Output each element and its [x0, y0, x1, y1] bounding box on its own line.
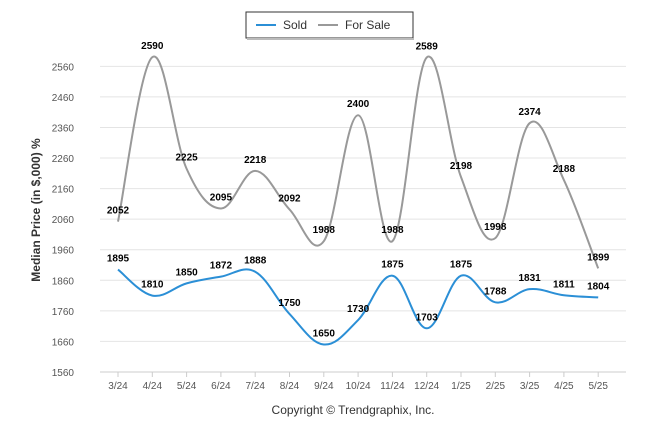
- data-label-for-sale: 1899: [587, 252, 610, 263]
- y-tick-label: 1960: [52, 246, 75, 257]
- legend-label-sold[interactable]: Sold: [283, 18, 307, 32]
- data-label-sold: 1872: [210, 261, 233, 272]
- data-label-for-sale: 2052: [107, 206, 130, 217]
- data-label-sold: 1875: [450, 260, 473, 271]
- x-tick-label: 5/25: [588, 381, 608, 392]
- x-tick-label: 7/24: [245, 381, 265, 392]
- data-label-sold: 1850: [175, 267, 198, 278]
- y-tick-label: 2460: [52, 93, 75, 104]
- data-label-for-sale: 2198: [450, 161, 473, 172]
- data-label-sold: 1750: [278, 298, 301, 309]
- x-tick-label: 11/24: [380, 381, 405, 392]
- series-line-sold: [117, 268, 599, 346]
- y-axis-title: Median Price (in $,000) %: [29, 138, 43, 282]
- data-label-for-sale: 2092: [278, 193, 301, 204]
- data-label-for-sale: 2400: [347, 99, 370, 110]
- data-label-for-sale: 1988: [381, 225, 404, 236]
- x-tick-label: 4/25: [554, 381, 574, 392]
- x-tick-label: 9/24: [314, 381, 334, 392]
- y-tick-label: 1660: [52, 337, 75, 348]
- x-tick-label: 2/25: [486, 381, 506, 392]
- data-label-for-sale: 2225: [175, 153, 198, 164]
- y-tick-label: 2260: [52, 154, 75, 165]
- data-labels: 2052 2590 2225 2095 2218 2092 1988 2400 1988 2589…: [107, 41, 610, 339]
- data-label-for-sale: 1998: [484, 222, 507, 233]
- data-label-for-sale: 2590: [141, 41, 164, 52]
- data-label-for-sale: 2218: [244, 155, 267, 166]
- y-tick-label: 2560: [52, 62, 75, 73]
- series-lines: [117, 55, 600, 346]
- grid-lines: [100, 65, 626, 373]
- data-label-sold: 1888: [244, 256, 267, 267]
- x-tick-label: 10/24: [346, 381, 371, 392]
- y-tick-label: 2060: [52, 215, 75, 226]
- x-tick-label: 12/24: [414, 381, 439, 392]
- x-tick-label: 5/24: [177, 381, 197, 392]
- y-axis-ticks: 1560 1660 1760 1860 1960 2060 2160 2260 2360 2460…: [52, 62, 75, 379]
- data-label-sold: 1895: [107, 254, 130, 265]
- y-tick-label: 1560: [52, 368, 75, 379]
- data-label-for-sale: 1988: [313, 225, 336, 236]
- data-label-for-sale: 2374: [518, 107, 541, 118]
- legend-label-for-sale[interactable]: For Sale: [345, 18, 391, 32]
- legend[interactable]: Sold For Sale: [245, 11, 414, 40]
- y-tick-label: 1760: [52, 307, 75, 318]
- y-tick-label: 1860: [52, 276, 75, 287]
- x-tick-label: 3/25: [520, 381, 540, 392]
- x-tick-label: 6/24: [211, 381, 231, 392]
- data-label-sold: 1804: [587, 281, 610, 292]
- data-label-for-sale: 2188: [553, 164, 576, 175]
- series-line-for-sale: [117, 55, 600, 269]
- data-label-for-sale: 2095: [210, 192, 233, 203]
- x-axis-ticks: 3/24 4/24 5/24 6/24 7/24 8/24 9/24 10/24 11/24 12…: [108, 372, 608, 392]
- data-label-sold: 1811: [553, 279, 575, 290]
- data-label-for-sale: 2589: [416, 41, 439, 52]
- y-tick-label: 2160: [52, 185, 75, 196]
- x-tick-label: 4/24: [143, 381, 163, 392]
- data-label-sold: 1810: [141, 280, 164, 291]
- data-label-sold: 1703: [416, 312, 439, 323]
- data-label-sold: 1730: [347, 304, 370, 315]
- legend-shadow: [247, 38, 414, 40]
- x-tick-label: 8/24: [280, 381, 300, 392]
- x-tick-label: 1/25: [451, 381, 471, 392]
- data-label-sold: 1875: [381, 260, 404, 271]
- y-tick-label: 2360: [52, 123, 75, 134]
- data-label-sold: 1650: [313, 328, 336, 339]
- copyright-credit: Copyright © Trendgraphix, Inc.: [272, 403, 435, 417]
- x-tick-label: 3/24: [108, 381, 128, 392]
- data-label-sold: 1831: [518, 273, 541, 284]
- data-label-sold: 1788: [484, 286, 507, 297]
